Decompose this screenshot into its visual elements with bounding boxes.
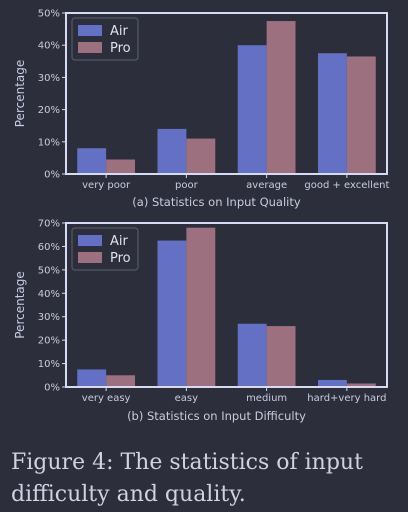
legend-swatch-1-air: [78, 235, 102, 246]
x-tick-label-1-0: very easy: [82, 393, 131, 404]
bar-difficulty-air-0: [77, 369, 107, 387]
x-tick-label-0-0: very poor: [82, 180, 131, 191]
y-tick-label-1-7: 70%: [38, 219, 60, 230]
bar-difficulty-air-3: [317, 379, 347, 387]
y-tick-label-1-4: 40%: [38, 289, 60, 300]
x-tick-label-1-3: hard+very hard: [307, 393, 386, 404]
legend-swatch-0-pro: [78, 42, 102, 53]
legend-label-0-pro: Pro: [110, 41, 131, 56]
bar-quality-pro-1: [186, 138, 216, 174]
bar-quality-pro-3: [346, 56, 376, 174]
bar-difficulty-pro-3: [346, 383, 376, 387]
y-tick-label-1-3: 30%: [38, 312, 60, 323]
bar-difficulty-air-1: [157, 240, 187, 387]
bar-difficulty-pro-0: [106, 375, 136, 387]
bar-difficulty-pro-1: [186, 227, 216, 387]
y-tick-label-1-0: 0%: [44, 383, 60, 394]
y-tick-label-0-0: 0%: [44, 170, 60, 181]
bar-quality-air-2: [237, 45, 267, 175]
y-tick-label-0-1: 10%: [38, 137, 60, 148]
plot-frame-1: [65, 222, 388, 388]
legend-swatch-0-air: [78, 25, 102, 36]
bar-quality-pro-2: [266, 21, 296, 174]
bar-difficulty-air-2: [237, 323, 267, 387]
y-tick-label-0-4: 40%: [38, 41, 60, 52]
x-tick-label-0-1: poor: [175, 180, 199, 191]
legend-label-1-air: Air: [110, 234, 129, 249]
figure-caption: Figure 4: The statistics of input diffic…: [11, 450, 363, 507]
chart-canvas: 0% 10% 20% 30% 40% 50% very poor poor average goo…: [13, 9, 389, 424]
y-tick-label-1-1: 10%: [38, 359, 60, 370]
x-tick-label-1-2: medium: [246, 393, 287, 404]
y-tick-label-1-5: 50%: [38, 265, 60, 276]
x-tick-label-1-1: easy: [175, 393, 198, 404]
y-tick-label-1-6: 60%: [38, 242, 60, 253]
bar-difficulty-pro-2: [266, 326, 296, 387]
subfigure-caption-0: (a) Statistics on Input Quality: [132, 195, 301, 209]
bar-quality-pro-0: [106, 159, 136, 174]
y-axis-label-1: Percentage: [13, 271, 27, 339]
x-tick-label-0-3: good + excellent: [304, 180, 389, 191]
y-tick-label-1-2: 20%: [38, 336, 60, 347]
bar-quality-air-1: [157, 128, 187, 174]
bar-quality-air-3: [317, 53, 347, 174]
y-tick-label-0-5: 50%: [38, 9, 60, 20]
x-tick-label-0-2: average: [246, 180, 287, 191]
legend-label-1-pro: Pro: [110, 251, 131, 266]
y-tick-label-0-3: 30%: [38, 73, 60, 84]
legend-label-0-air: Air: [110, 24, 129, 39]
y-axis-label-0: Percentage: [13, 60, 27, 128]
subfigure-caption-1: (b) Statistics on Input Difficulty: [127, 409, 306, 423]
y-tick-label-0-2: 20%: [38, 105, 60, 116]
bar-quality-air-0: [77, 148, 107, 174]
plot-frame-0: [65, 12, 388, 175]
legend-swatch-1-pro: [78, 252, 102, 263]
